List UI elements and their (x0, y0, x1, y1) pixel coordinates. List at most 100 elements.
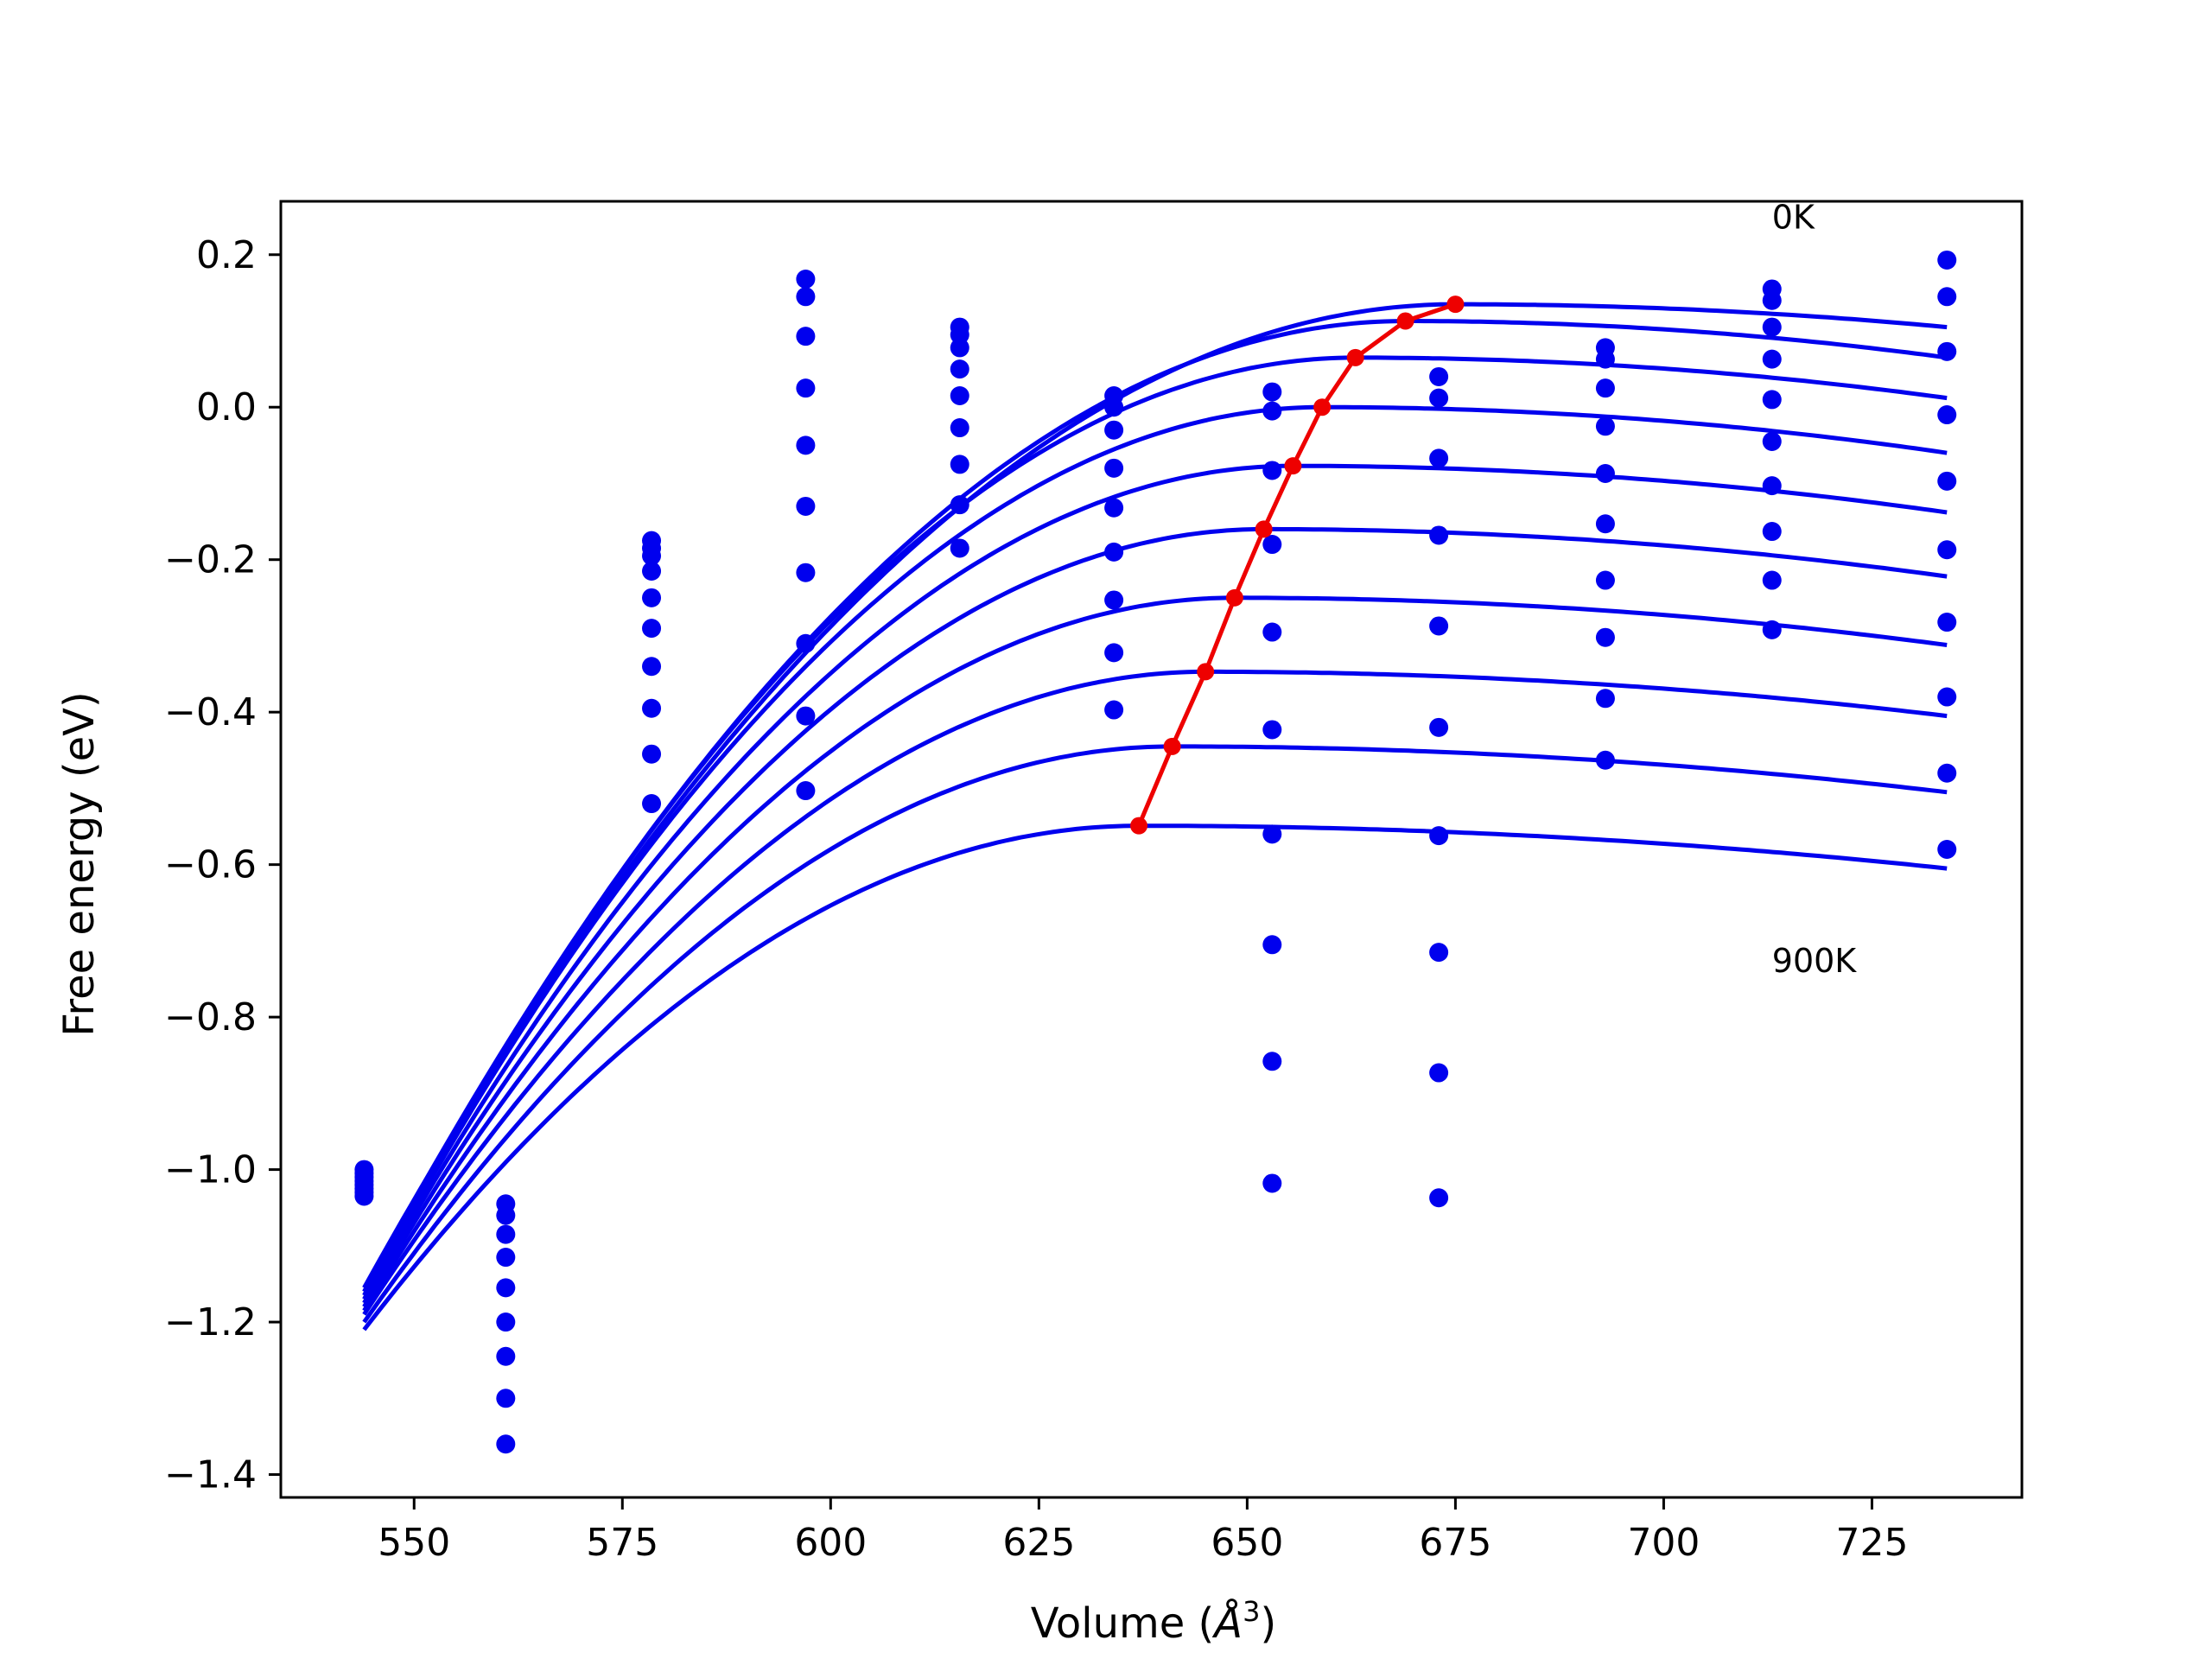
data-point-v8-4 (1595, 464, 1615, 483)
data-point-v7-5 (1429, 717, 1449, 737)
data-point-v2-8 (642, 744, 662, 764)
data-point-v9-3 (1762, 349, 1782, 369)
data-point-v3-2 (796, 327, 816, 346)
data-point-v9-1 (1762, 290, 1782, 310)
data-point-v7-8 (1429, 1063, 1449, 1083)
data-point-v7-3 (1429, 525, 1449, 545)
data-point-v8-9 (1595, 750, 1615, 770)
data-point-v9-6 (1762, 476, 1782, 496)
data-point-v8-6 (1595, 570, 1615, 590)
fit-curve-8 (362, 744, 1948, 1324)
data-point-v8-3 (1595, 416, 1615, 436)
data-point-v6-8 (1262, 1052, 1282, 1071)
x-tick-label: 675 (1419, 1521, 1491, 1565)
plot-frame (279, 200, 2024, 1499)
data-point-v7-4 (1429, 616, 1449, 636)
fit-curve-5 (362, 526, 1948, 1308)
data-point-v10-0 (1937, 250, 1957, 270)
data-point-v10-2 (1937, 341, 1957, 361)
data-point-v2-9 (642, 794, 662, 814)
data-point-v4-5 (950, 418, 969, 438)
data-point-v10-8 (1937, 763, 1957, 783)
data-point-v5-7 (1104, 643, 1124, 663)
annotations: 0K 900K (1772, 199, 1858, 980)
data-point-v5-2 (1104, 420, 1124, 440)
data-point-v3-5 (796, 496, 816, 516)
data-point-v6-4 (1262, 622, 1282, 642)
data-point-v4-7 (950, 495, 969, 515)
data-point-v2-5 (642, 619, 662, 639)
data-point-v3-6 (796, 563, 816, 582)
y-tick-label: −1.4 (164, 1453, 257, 1497)
minimum-point-3 (1225, 588, 1243, 607)
x-axis-label: Volume (Å3) (1031, 1595, 1276, 1648)
data-point-v2-6 (642, 657, 662, 677)
data-point-v10-5 (1937, 540, 1957, 560)
y-tick-label: 0.0 (196, 385, 257, 429)
data-point-v5-5 (1104, 542, 1124, 562)
x-tick-label: 725 (1835, 1521, 1908, 1565)
data-point-v7-6 (1429, 826, 1449, 846)
data-point-v1-8 (496, 1434, 516, 1454)
minimum-point-8 (1396, 312, 1414, 330)
data-point-v9-8 (1762, 570, 1782, 590)
y-axis-ticks: 0.2 0.0 −0.2 −0.4 −0.6 −0.8 −1.0 −1.2 −1.4 (164, 233, 281, 1497)
data-point-v7-9 (1429, 1188, 1449, 1208)
data-point-v9-4 (1762, 390, 1782, 410)
data-points (354, 250, 1957, 1454)
data-point-v3-9 (796, 781, 816, 801)
fit-curve-4 (362, 463, 1948, 1305)
data-point-v9-2 (1762, 317, 1782, 337)
data-point-v6-1 (1262, 401, 1282, 421)
x-tick-label: 700 (1627, 1521, 1700, 1565)
fit-curve-9 (362, 823, 1948, 1332)
data-point-v7-2 (1429, 448, 1449, 468)
fit-curve-3 (362, 404, 1948, 1300)
fit-curve-1 (362, 319, 1948, 1293)
data-point-v3-7 (796, 633, 816, 653)
x-tick-label: 650 (1211, 1521, 1283, 1565)
data-point-v1-1 (496, 1205, 516, 1225)
data-point-v1-4 (496, 1278, 516, 1298)
data-point-v4-3 (950, 359, 969, 379)
x-tick-label: 550 (378, 1521, 450, 1565)
data-point-v5-4 (1104, 498, 1124, 518)
x-tick-label: 575 (586, 1521, 658, 1565)
data-point-v8-8 (1595, 689, 1615, 709)
data-point-v8-2 (1595, 378, 1615, 398)
data-point-v7-7 (1429, 943, 1449, 963)
data-point-v9-9 (1762, 620, 1782, 639)
data-point-v4-8 (950, 538, 969, 558)
data-point-v10-7 (1937, 687, 1957, 707)
x-tick-label: 625 (1002, 1521, 1075, 1565)
data-point-v2-7 (642, 698, 662, 718)
x-tick-label: 600 (794, 1521, 867, 1565)
minimum-point-2 (1197, 663, 1215, 681)
minimum-point-9 (1446, 296, 1465, 314)
data-point-v5-1 (1104, 397, 1124, 417)
data-point-v6-6 (1262, 824, 1282, 844)
fit-curve-0 (362, 302, 1948, 1289)
data-point-v10-4 (1937, 471, 1957, 491)
data-point-v5-8 (1104, 700, 1124, 720)
data-point-v2-4 (642, 588, 662, 607)
data-point-v5-3 (1104, 458, 1124, 478)
y-tick-label: −0.8 (164, 995, 257, 1039)
y-axis-label: Free energy (eV) (55, 691, 104, 1036)
minimum-point-5 (1284, 457, 1302, 475)
data-point-v4-2 (950, 338, 969, 358)
data-point-v10-1 (1937, 287, 1957, 307)
data-point-v7-1 (1429, 388, 1449, 408)
data-point-v8-1 (1595, 349, 1615, 369)
minimum-point-4 (1255, 520, 1273, 538)
minimum-point-7 (1346, 348, 1364, 366)
y-tick-label: −0.6 (164, 843, 257, 887)
data-point-v8-5 (1595, 514, 1615, 534)
y-tick-label: −1.2 (164, 1300, 257, 1344)
y-tick-label: −1.0 (164, 1148, 257, 1192)
y-tick-label: −0.4 (164, 690, 257, 734)
data-point-v1-5 (496, 1313, 516, 1332)
annotation-0: 0K (1772, 199, 1815, 237)
data-point-v1-7 (496, 1389, 516, 1408)
